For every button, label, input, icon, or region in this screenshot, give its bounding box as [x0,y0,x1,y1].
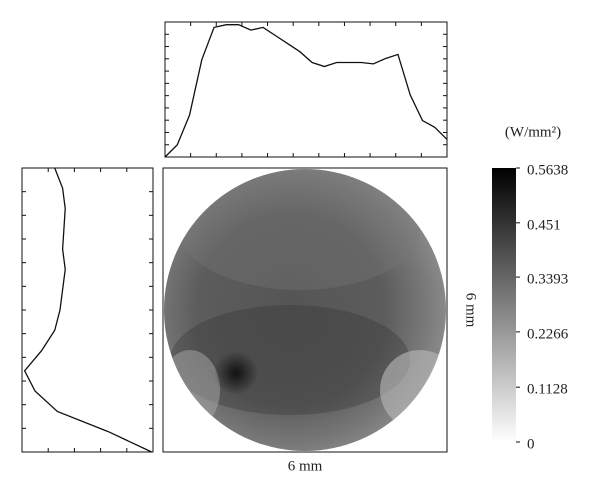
unit-label: (W/mm²) [505,124,561,140]
left-profile-frame [21,167,154,453]
top-profile-line [164,24,448,158]
top-profile-frame [164,21,448,158]
left-profile-line [23,167,152,453]
colorbar [492,168,516,442]
y-label: 6 mm [463,293,479,328]
beam-image [164,169,446,451]
colorbar-tick-label: 0.1128 [527,382,568,398]
x-label: 6 mm [288,458,323,474]
colorbar-tick-label: 0.451 [527,217,561,233]
colorbar-tick-label: 0.2266 [527,326,569,342]
image-frame [162,167,448,453]
colorbar-tick-label: 0.3393 [527,272,568,288]
colorbar-tick-label: 0.5638 [527,162,568,178]
colorbar-tick-label: 0 [527,436,535,452]
